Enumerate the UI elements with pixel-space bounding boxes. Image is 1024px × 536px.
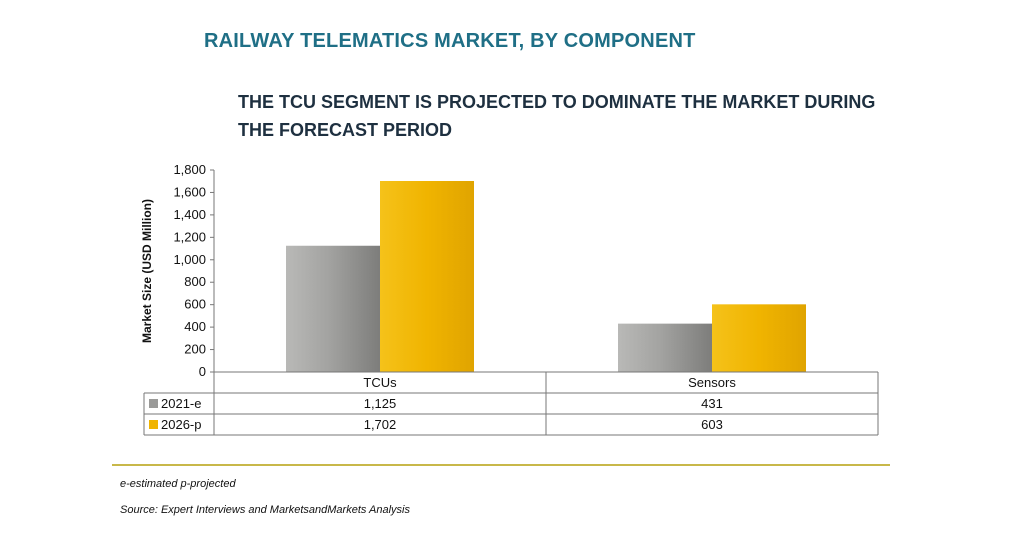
y-axis-label: Market Size (USD Million) [140,199,154,343]
estimate-note: e-estimated p-projected [120,478,236,490]
category-label: Sensors [688,375,736,390]
y-tick-label: 200 [184,342,206,357]
chart-subtitle: THE TCU SEGMENT IS PROJECTED TO DOMINATE… [238,92,876,140]
legend-label: 2021-e [161,396,201,411]
data-label: 1,125 [364,396,397,411]
y-tick-label: 400 [184,319,206,334]
bar-sensors-2021-e [618,323,712,372]
y-tick-label: 1,800 [173,162,206,177]
footer-divider [112,464,890,466]
data-label: 1,702 [364,417,397,432]
y-tick-label: 0 [199,364,206,379]
legend-swatch-2021-e [149,399,158,408]
bar-sensors-2026-p [712,304,806,372]
data-label: 431 [701,396,723,411]
chart-title: RAILWAY TELEMATICS MARKET, BY COMPONENT [204,30,696,52]
category-label: TCUs [363,375,397,390]
y-tick-label: 1,400 [173,207,206,222]
data-label: 603 [701,417,723,432]
legend-swatch-2026-p [149,420,158,429]
y-tick-label: 1,000 [173,252,206,267]
y-tick-label: 1,600 [173,184,206,199]
bar-tcus-2026-p [380,180,474,372]
legend-label: 2026-p [161,417,201,432]
source-note: Source: Expert Interviews and Marketsand… [120,504,410,516]
y-tick-label: 1,200 [173,229,206,244]
bar-tcus-2021-e [286,245,380,372]
y-tick-label: 600 [184,297,206,312]
y-tick-label: 800 [184,274,206,289]
